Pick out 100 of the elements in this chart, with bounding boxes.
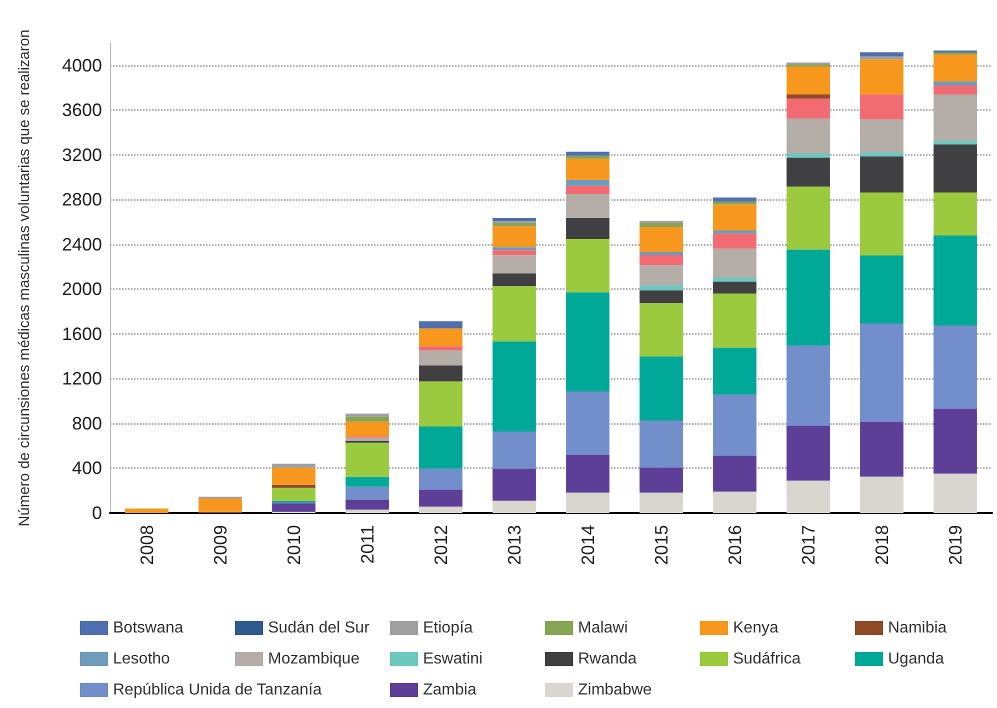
bar bbox=[713, 456, 756, 492]
legend-label: Lesotho bbox=[113, 650, 170, 668]
bar bbox=[640, 290, 683, 304]
bar bbox=[492, 223, 536, 226]
legend-label: Uganda bbox=[888, 650, 944, 668]
bar bbox=[640, 420, 683, 468]
bar bbox=[934, 86, 977, 94]
bar bbox=[786, 158, 830, 187]
bar bbox=[492, 432, 536, 469]
legend-label: Rwanda bbox=[578, 650, 637, 668]
bar bbox=[419, 468, 462, 490]
bar bbox=[713, 198, 756, 202]
bar bbox=[419, 328, 462, 346]
bar bbox=[640, 356, 683, 420]
bar bbox=[419, 490, 462, 507]
bar bbox=[272, 484, 316, 488]
bar bbox=[419, 365, 462, 382]
legend-label: Namibia bbox=[888, 620, 947, 636]
y-tick-label: 1200 bbox=[62, 368, 102, 389]
bar bbox=[934, 474, 977, 513]
bar bbox=[640, 252, 683, 256]
bar bbox=[346, 476, 389, 487]
bar bbox=[198, 498, 242, 512]
bar bbox=[566, 156, 610, 159]
bar bbox=[934, 235, 977, 326]
y-axis-title: Número de circunsiones médicas masculinas voluntarias que se realizaron bbox=[16, 30, 33, 526]
legend-label: Etiopía bbox=[423, 620, 473, 636]
x-tick-label: 2013 bbox=[504, 525, 524, 566]
bar bbox=[492, 286, 536, 342]
y-tick-label: 2000 bbox=[62, 279, 102, 300]
bar bbox=[492, 247, 536, 250]
bar bbox=[346, 486, 389, 500]
bar bbox=[786, 186, 830, 250]
bar bbox=[492, 250, 536, 256]
x-tick-label: 2012 bbox=[430, 525, 451, 566]
bar bbox=[640, 492, 683, 513]
bar bbox=[492, 218, 536, 222]
bar bbox=[934, 140, 977, 144]
bar bbox=[713, 492, 756, 513]
x-tick-label: 2018 bbox=[872, 525, 892, 566]
bar bbox=[860, 256, 904, 324]
bar bbox=[492, 341, 536, 432]
bar bbox=[566, 180, 610, 186]
bar bbox=[640, 303, 683, 356]
bar bbox=[860, 56, 904, 60]
legend-label: Zambia bbox=[423, 682, 476, 698]
x-tick-label: 2011 bbox=[357, 525, 378, 564]
bar bbox=[272, 468, 316, 485]
bar bbox=[934, 144, 977, 193]
bar bbox=[566, 292, 610, 392]
bar bbox=[934, 81, 977, 86]
legend-label: Kenya bbox=[733, 620, 778, 636]
bar bbox=[860, 152, 904, 156]
bar bbox=[346, 438, 389, 441]
bar bbox=[492, 226, 536, 248]
bar bbox=[860, 156, 904, 193]
x-tick-label: 2008 bbox=[136, 525, 157, 566]
bar bbox=[492, 468, 536, 501]
bar bbox=[860, 94, 904, 120]
bar bbox=[934, 94, 977, 140]
bar bbox=[346, 416, 389, 422]
bar bbox=[713, 248, 756, 278]
bar bbox=[786, 250, 830, 346]
bar bbox=[272, 503, 316, 512]
bar bbox=[492, 273, 536, 286]
bar bbox=[566, 391, 610, 455]
bar bbox=[860, 192, 904, 256]
bar bbox=[566, 239, 610, 292]
bar bbox=[640, 285, 683, 290]
bar bbox=[566, 186, 610, 194]
bar bbox=[786, 66, 830, 94]
legend-label: Zimbabwe bbox=[578, 682, 652, 698]
bar bbox=[713, 202, 756, 204]
bar bbox=[713, 394, 756, 456]
x-tick-label: 2017 bbox=[798, 525, 818, 566]
bar bbox=[713, 230, 756, 234]
bar bbox=[566, 152, 610, 156]
bar bbox=[934, 326, 977, 409]
legend-label: Sudáfrica bbox=[733, 650, 801, 668]
bar bbox=[640, 468, 683, 493]
bar bbox=[713, 234, 756, 249]
y-tick-label: 400 bbox=[72, 458, 102, 478]
bar bbox=[786, 118, 830, 154]
bar bbox=[419, 506, 462, 513]
x-tick-label: 2015 bbox=[651, 525, 672, 566]
y-tick-label: 3600 bbox=[62, 100, 102, 120]
x-tick-label: 2010 bbox=[284, 525, 304, 566]
bar bbox=[419, 346, 462, 350]
bar bbox=[640, 265, 683, 286]
x-tick-label: 2016 bbox=[724, 525, 745, 566]
bar bbox=[346, 414, 389, 417]
y-tick-label: 2800 bbox=[62, 190, 102, 210]
bar bbox=[346, 442, 389, 477]
bar bbox=[786, 346, 830, 426]
bar bbox=[786, 480, 830, 513]
bar bbox=[272, 488, 316, 501]
y-tick-label: 0 bbox=[92, 503, 102, 523]
bar bbox=[934, 54, 977, 82]
bar bbox=[346, 510, 389, 513]
x-tick-label: 2019 bbox=[945, 525, 966, 566]
